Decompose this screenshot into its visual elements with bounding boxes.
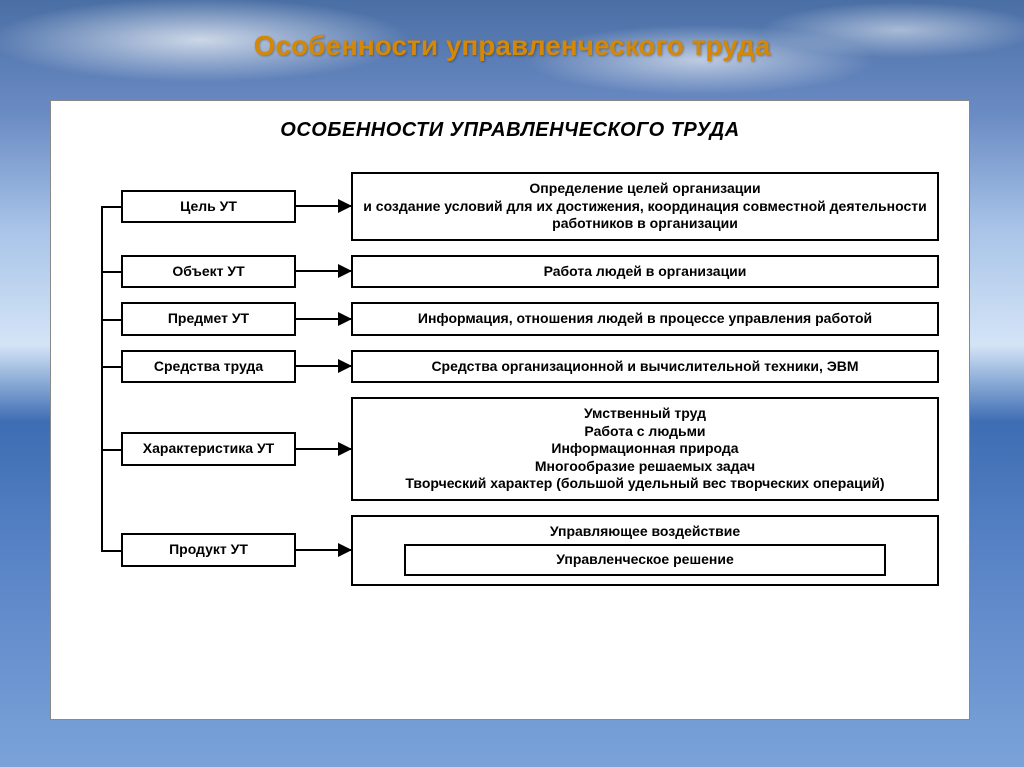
diagram-row: Цель УТ Определение целей организациии с… [121,172,939,241]
category-box: Продукт УТ [121,533,296,567]
description-text: Управляющее воздействие [550,523,740,541]
arrow-icon [296,205,351,207]
category-box: Средства труда [121,350,296,384]
diagram-panel: ОСОБЕННОСТИ УПРАВЛЕНЧЕСКОГО ТРУДА Цель У… [50,100,970,720]
connector-trunk [101,206,103,550]
diagram-row: Предмет УТ Информация, отношения людей в… [121,302,939,336]
category-box: Предмет УТ [121,302,296,336]
arrow-icon [296,448,351,450]
connector-branch [101,206,121,208]
arrow-icon [296,365,351,367]
diagram-row: Продукт УТ Управляющее воздействие Управ… [121,515,939,586]
connector-branch [101,366,121,368]
slide-title: Особенности управленческого труда [0,30,1024,62]
connector-branch [101,319,121,321]
description-box: Средства организационной и вычислительно… [351,350,939,384]
description-box: Информация, отношения людей в процессе у… [351,302,939,336]
nested-box: Управленческое решение [404,544,887,576]
diagram-rows: Цель УТ Определение целей организациии с… [81,172,939,586]
arrow-icon [296,318,351,320]
description-box: Умственный трудРабота с людьмиИнформацио… [351,397,939,501]
description-box: Работа людей в организации [351,255,939,289]
category-box: Цель УТ [121,190,296,224]
diagram-heading: ОСОБЕННОСТИ УПРАВЛЕНЧЕСКОГО ТРУДА [81,119,939,142]
description-box: Управляющее воздействие Управленческое р… [351,515,939,586]
category-box: Характеристика УТ [121,432,296,466]
diagram-row: Объект УТ Работа людей в организации [121,255,939,289]
category-box: Объект УТ [121,255,296,289]
arrow-icon [296,270,351,272]
diagram-row: Средства труда Средства организационной … [121,350,939,384]
connector-branch [101,550,121,552]
arrow-icon [296,549,351,551]
description-box: Определение целей организациии создание … [351,172,939,241]
connector-branch [101,271,121,273]
diagram-row: Характеристика УТ Умственный трудРабота … [121,397,939,501]
connector-branch [101,449,121,451]
